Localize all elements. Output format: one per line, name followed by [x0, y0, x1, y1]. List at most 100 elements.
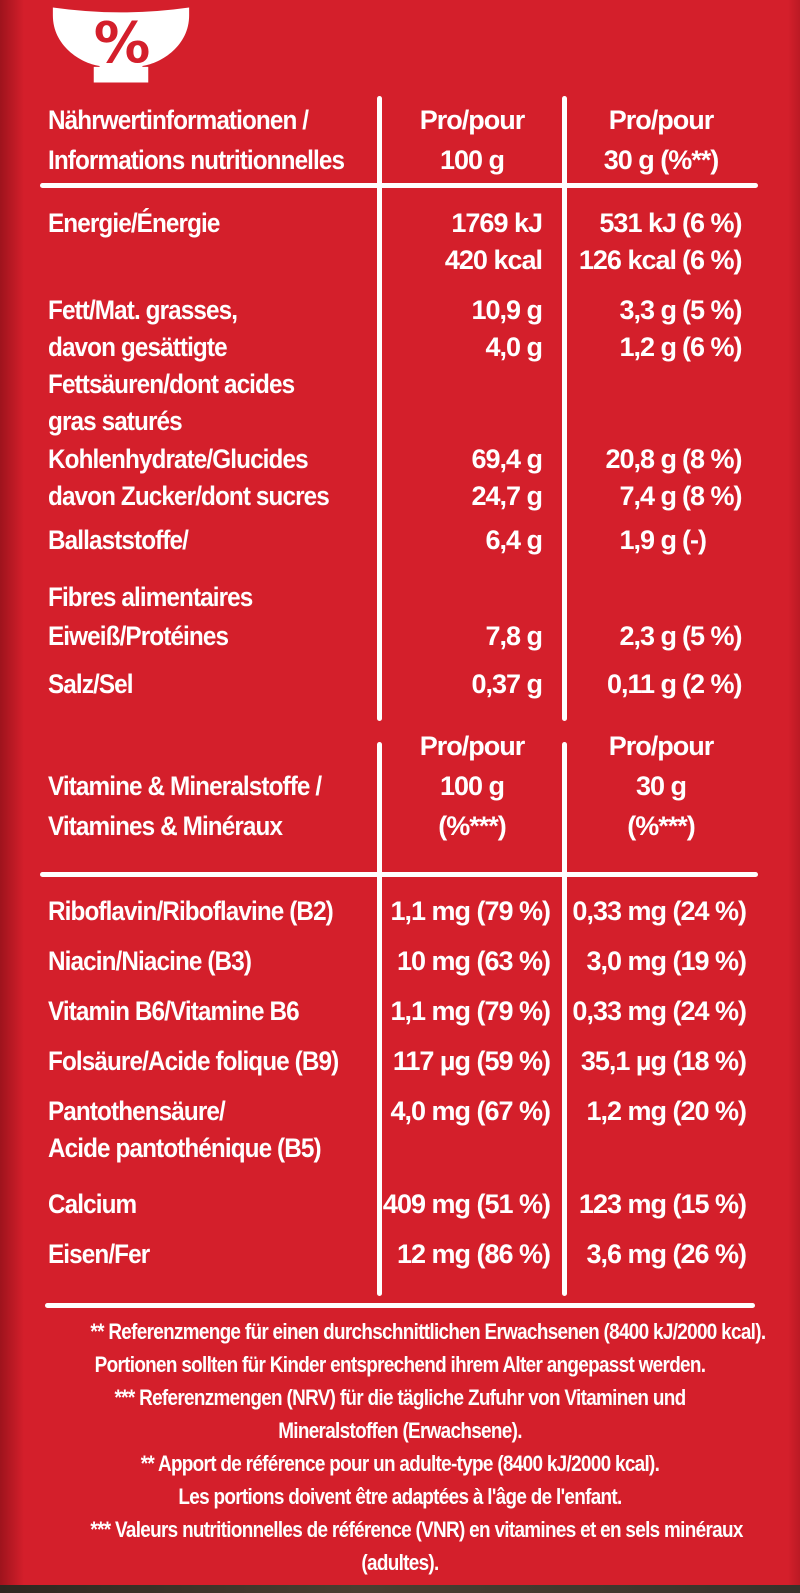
table-row-pantothenic-acid: Pantothensäure/ Acide pantothénique (B5)… — [40, 1093, 760, 1167]
row-label: Ballaststoffe/ Fibres alimentaires — [40, 522, 382, 616]
footnote-line: *** Valeurs nutritionnelles de référence… — [90, 1517, 743, 1542]
value-line: 0,37 g — [471, 669, 543, 699]
header-rule — [40, 872, 758, 877]
footnote-rule — [45, 1303, 755, 1308]
header-text: Vitamine & Mineralstoffe / — [48, 771, 322, 801]
vitamins-table-header: Vitamine & Mineralstoffe / Vitamines & M… — [40, 726, 760, 846]
value-ri: (-) — [682, 525, 707, 555]
value-ri: (6 %) — [682, 332, 743, 362]
value-line: 20,8 g (8 %) — [562, 441, 760, 478]
row-label: Vitamin B6/Vitamine B6 — [40, 993, 382, 1030]
bowl-percent-icon: % — [52, 7, 190, 83]
value-line: 6,4 g — [485, 525, 543, 555]
table-header: Nährwertinformationen / Informations nut… — [40, 100, 760, 180]
value-ri: (2 %) — [682, 669, 743, 699]
header-label-col: Vitamine & Mineralstoffe / Vitamines & M… — [40, 726, 382, 846]
value-per100: 10 mg (63 %) — [382, 943, 562, 980]
header-per30-col: Pro/pour 30 g (%***) — [562, 726, 760, 846]
value-line: 420 kcal — [444, 245, 543, 275]
value-per100: 6,4 g — [382, 522, 562, 616]
footnote-line: ** Apport de référence pour un adulte-ty… — [140, 1451, 660, 1476]
label-line: gras saturés — [48, 406, 183, 436]
label-line: Energie/Énergie — [48, 208, 220, 238]
value-line: 117 µg (59 %) — [392, 1046, 551, 1076]
header-text: (%***) — [627, 811, 696, 841]
value-per100: 117 µg (59 %) — [382, 1043, 562, 1080]
value-per30: 0,33 mg (24 %) — [562, 893, 760, 930]
header-text: Pro/pour — [608, 731, 715, 761]
value-per30: 20,8 g (8 %) 7,4 g (8 %) — [562, 441, 760, 515]
row-label: Salz/Sel — [40, 666, 382, 703]
value-line: 409 mg (51 %) — [382, 1189, 551, 1219]
footnotes: ** Referenzmenge für einen durchschnittl… — [40, 1315, 766, 1579]
value-per30: 1,2 mg (20 %) — [562, 1093, 760, 1167]
label-line: Fibres alimentaires — [48, 582, 253, 612]
table-row-fibre: Ballaststoffe/ Fibres alimentaires 6,4 g… — [40, 522, 760, 616]
footnote-line: Portionen sollten für Kinder entsprechen… — [94, 1352, 706, 1377]
footnote-line: ** Referenzmenge für einen durchschnittl… — [90, 1319, 766, 1344]
value-per100: 1769 kJ 420 kcal — [382, 205, 562, 279]
label-line: Calcium — [48, 1189, 137, 1219]
label-line: Eiweiß/Protéines — [48, 621, 229, 651]
label-line: Riboflavin/Riboflavine (B2) — [48, 896, 334, 926]
header-rule — [40, 183, 758, 188]
footnote-line: (adultes). — [361, 1550, 439, 1575]
right-edge-shadow — [788, 0, 800, 1593]
table-row-iron: Eisen/Fer 12 mg (86 %) 3,6 mg (26 %) — [40, 1236, 760, 1273]
row-label: Eisen/Fer — [40, 1236, 382, 1273]
value-line: 0,33 mg (24 %) — [572, 896, 747, 926]
table-row-energy: Energie/Énergie 1769 kJ 420 kcal 531 kJ(… — [40, 205, 760, 279]
label-line: Folsäure/Acide folique (B9) — [48, 1046, 339, 1076]
bottom-strip — [0, 1585, 800, 1593]
value-ri: (8 %) — [682, 481, 743, 511]
left-edge-shadow — [0, 0, 24, 1593]
value-line: 126 kcal (6 %) — [562, 242, 760, 279]
column-divider — [562, 96, 567, 721]
table-row-protein: Eiweiß/Protéines 7,8 g 2,3 g (5 %) — [40, 618, 760, 655]
table-row-niacin: Niacin/Niacine (B3) 10 mg (63 %) 3,0 mg … — [40, 943, 760, 980]
value-per30: 3,0 mg (19 %) — [562, 943, 760, 980]
value-amount: 7,4 g — [619, 481, 677, 511]
row-label: Niacin/Niacine (B3) — [40, 943, 382, 980]
value-per30: 35,1 µg (18 %) — [562, 1043, 760, 1080]
value-ri: (8 %) — [682, 444, 743, 474]
value-line: 4,0 mg (67 %) — [390, 1096, 551, 1126]
row-label: Riboflavin/Riboflavine (B2) — [40, 893, 382, 930]
value-line: 10,9 g — [471, 295, 543, 325]
label-line: davon gesättigte — [48, 332, 228, 362]
value-per100: 10,9 g 4,0 g — [382, 292, 562, 440]
header-per100-col: Pro/pour 100 g — [382, 100, 562, 180]
header-text: Nährwertinformationen / — [48, 105, 309, 135]
value-amount: 20,8 g — [605, 444, 677, 474]
table-row-riboflavin: Riboflavin/Riboflavine (B2) 1,1 mg (79 %… — [40, 893, 760, 930]
value-line: 4,0 g — [485, 332, 543, 362]
row-label: Folsäure/Acide folique (B9) — [40, 1043, 382, 1080]
row-label: Calcium — [40, 1186, 382, 1223]
value-line: 1,1 mg (79 %) — [390, 896, 551, 926]
header-text: Pro/pour — [419, 731, 526, 761]
table-row-salt: Salz/Sel 0,37 g 0,11 g (2 %) — [40, 666, 760, 703]
column-divider — [377, 96, 382, 721]
value-ri: (6 %) — [682, 245, 743, 275]
header-text: 100 g — [439, 771, 505, 801]
value-amount: 0,11 g — [606, 669, 677, 699]
value-line: 24,7 g — [471, 481, 543, 511]
value-per30: 531 kJ (6 %) 126 kcal (6 %) — [562, 205, 760, 279]
label-line: Eisen/Fer — [48, 1239, 150, 1269]
value-per100: 0,37 g — [382, 666, 562, 703]
column-divider — [562, 742, 567, 1296]
row-label: Fett/Mat. grasses, davon gesättigte Fett… — [40, 292, 382, 440]
value-line: 7,4 g (8 %) — [562, 478, 760, 515]
header-text: Vitamines & Minéraux — [48, 811, 283, 841]
row-label: Energie/Énergie — [40, 205, 382, 279]
value-amount: 1,9 g — [619, 525, 677, 555]
table-row-carbohydrate: Kohlenhydrate/Glucides davon Zucker/dont… — [40, 441, 760, 515]
label-line: Pantothensäure/ — [48, 1096, 226, 1126]
header-text: 30 g (%**) — [603, 145, 720, 175]
value-per30: 0,11 g (2 %) — [562, 666, 760, 703]
header-text: (%***) — [438, 811, 507, 841]
header-label-col: Nährwertinformationen / Informations nut… — [40, 100, 382, 180]
value-line: 1,9 g (-) — [562, 522, 760, 559]
value-per100: 4,0 mg (67 %) — [382, 1093, 562, 1167]
